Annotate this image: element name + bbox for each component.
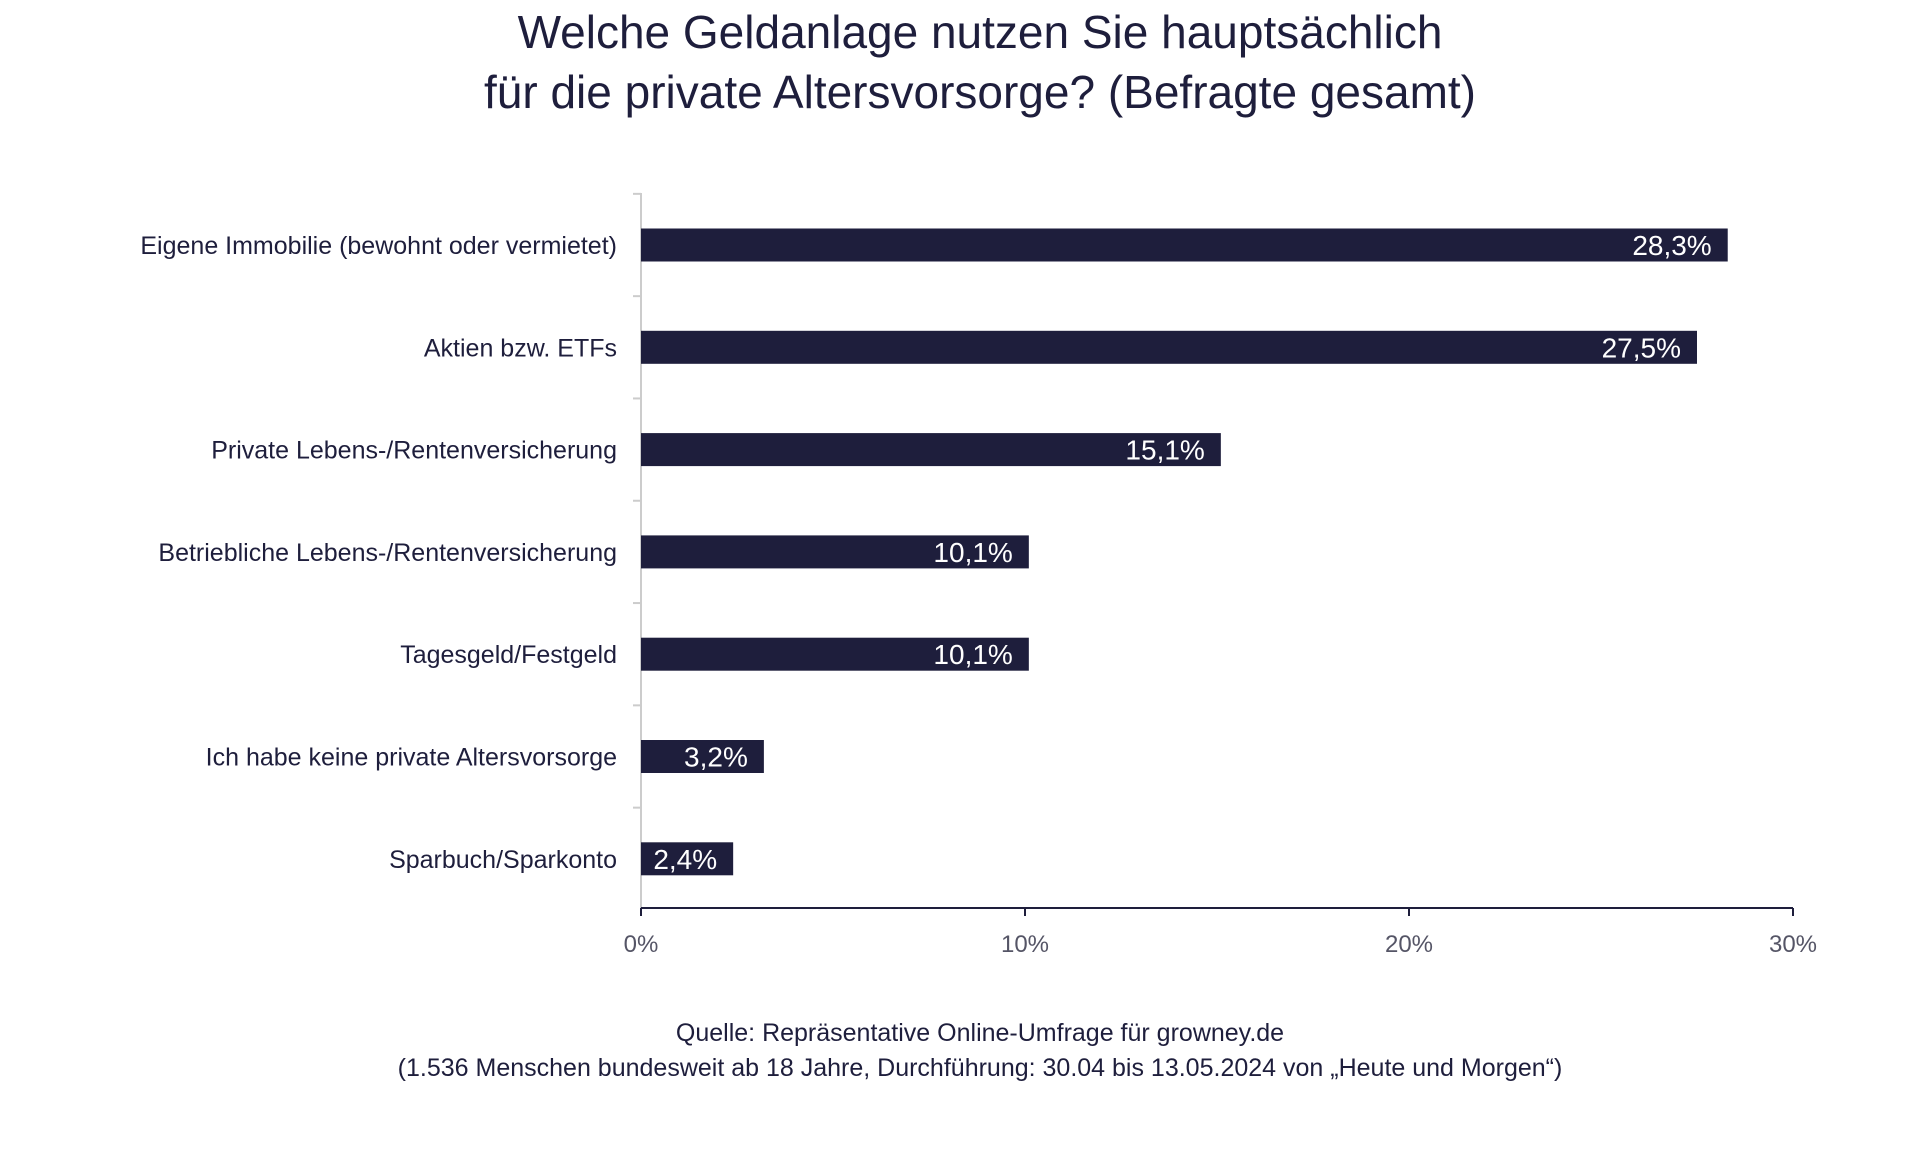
bar-value-label: 28,3% — [1632, 230, 1711, 261]
x-tick-label: 20% — [1385, 931, 1433, 958]
bar — [641, 740, 764, 773]
bar-value-label: 3,2% — [684, 742, 748, 773]
bar-value-label: 2,4% — [653, 844, 717, 875]
x-tick-label: 30% — [1769, 931, 1817, 958]
bar — [641, 637, 1029, 671]
x-tick-label: 0% — [624, 931, 659, 958]
bar — [641, 228, 1728, 262]
bar — [641, 433, 1221, 467]
category-label: Betriebliche Lebens-/Rentenversicherung — [158, 539, 617, 567]
category-label: Aktien bzw. ETFs — [424, 334, 617, 362]
bar — [641, 842, 734, 876]
category-label: Private Lebens-/Rentenversicherung — [211, 437, 617, 465]
bar — [641, 535, 1029, 569]
source-note: Quelle: Repräsentative Online-Umfrage fü… — [0, 1016, 1920, 1086]
chart-title-line-2: für die private Altersvorsorge? (Befragt… — [483, 66, 1476, 118]
category-label: Eigene Immobilie (bewohnt oder vermietet… — [140, 232, 617, 260]
chart-title-line-1: Welche Geldanlage nutzen Sie hauptsächli… — [517, 6, 1443, 58]
chart-title: Welche Geldanlage nutzen Sie hauptsächli… — [0, 2, 1920, 122]
bar-value-label: 27,5% — [1602, 332, 1681, 363]
bar-value-label: 10,1% — [933, 639, 1012, 670]
source-line-2: (1.536 Menschen bundesweit ab 18 Jahre, … — [397, 1054, 1563, 1082]
category-label: Ich habe keine private Altersvorsorge — [206, 744, 617, 772]
bar-value-label: 10,1% — [933, 537, 1012, 568]
bar — [641, 330, 1697, 364]
bar-value-label: 15,1% — [1125, 435, 1204, 466]
x-tick-label: 10% — [1001, 931, 1049, 958]
category-label: Tagesgeld/Festgeld — [400, 641, 617, 669]
source-line-1: Quelle: Repräsentative Online-Umfrage fü… — [675, 1019, 1285, 1047]
category-label: Sparbuch/Sparkonto — [389, 846, 617, 874]
